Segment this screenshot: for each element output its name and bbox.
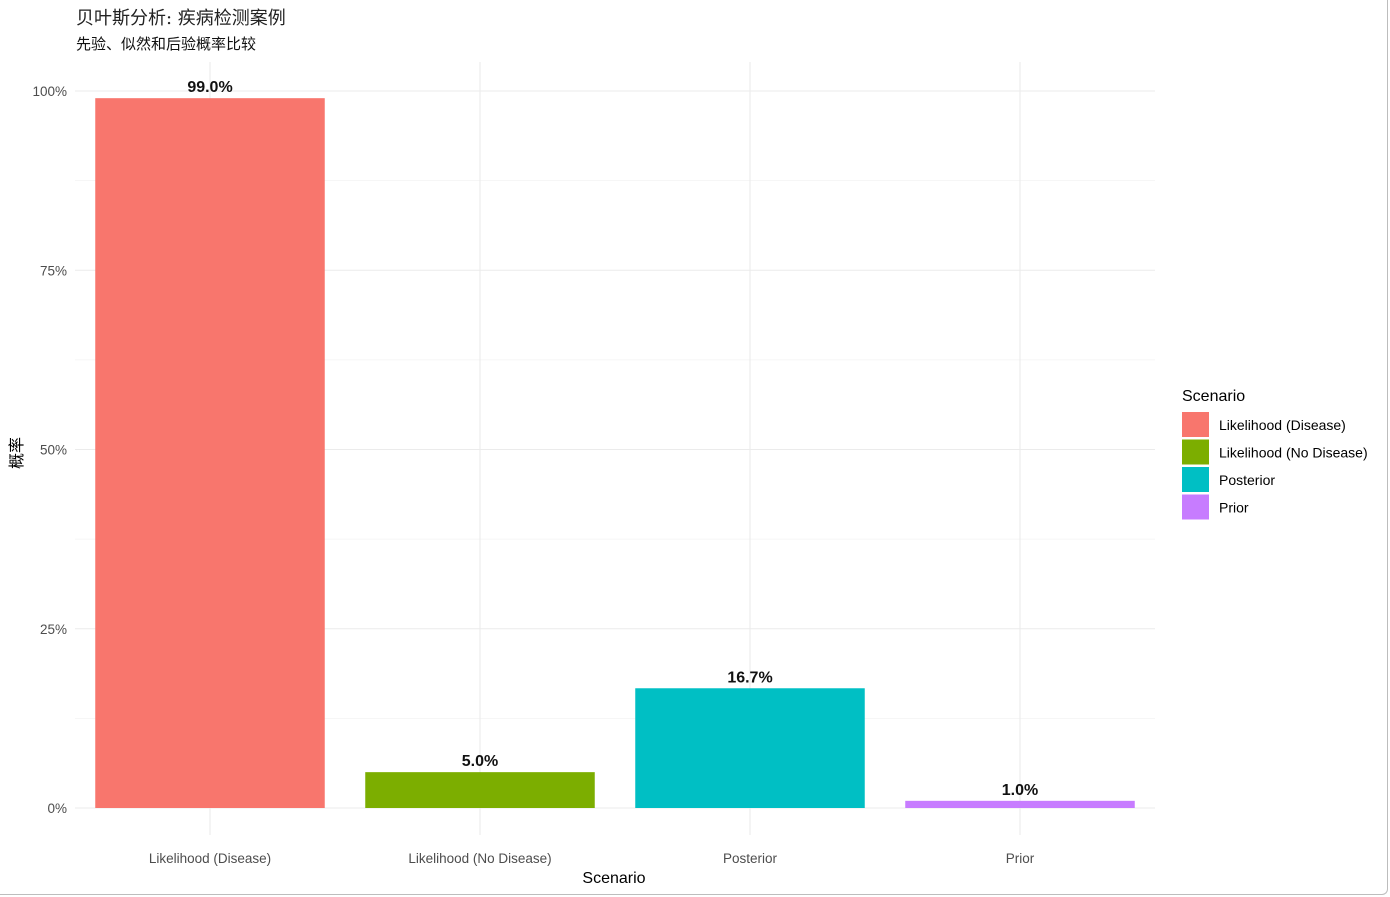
x-tick-label: Likelihood (Disease) [149,851,271,866]
x-axis-ticks: Likelihood (Disease) Likelihood (No Disea… [149,851,1035,866]
legend-swatch [1182,412,1209,437]
legend: Scenario Likelihood (Disease) Likelihood … [1182,388,1368,520]
legend-label: Posterior [1219,472,1275,488]
legend-label: Likelihood (Disease) [1219,417,1346,433]
legend-swatch [1182,439,1209,465]
y-axis-ticks: 0% 25% 50% 75% 100% [32,84,67,816]
y-axis-title: 概率 [7,437,26,469]
legend-swatch [1182,494,1209,520]
chart-subtitle: 先验、似然和后验概率比较 [76,35,256,53]
data-label: 1.0% [1002,782,1038,799]
x-tick-label: Posterior [723,851,778,866]
bar-posterior [635,688,865,808]
data-label: 5.0% [462,753,498,770]
y-tick-label: 50% [40,443,67,458]
legend-label: Likelihood (No Disease) [1219,445,1368,461]
chart-title: 贝叶斯分析: 疾病检测案例 [76,8,286,29]
legend-title: Scenario [1182,388,1245,405]
y-tick-label: 25% [40,622,67,637]
bar-likelihood-no-disease [365,772,595,808]
y-tick-label: 75% [40,263,67,278]
data-labels: 99.0% 5.0% 16.7% 1.0% [187,79,1038,799]
legend-label: Prior [1219,500,1249,516]
data-label: 99.0% [187,79,232,96]
legend-swatch [1182,467,1209,492]
y-tick-label: 0% [47,801,67,816]
bar-prior [905,800,1135,808]
bar-likelihood-disease [95,98,325,809]
x-tick-label: Likelihood (No Disease) [408,851,551,866]
x-tick-label: Prior [1006,851,1035,866]
bars [95,98,1135,809]
y-tick-label: 100% [32,84,67,99]
x-axis-title: Scenario [582,870,645,887]
data-label: 16.7% [727,669,772,686]
